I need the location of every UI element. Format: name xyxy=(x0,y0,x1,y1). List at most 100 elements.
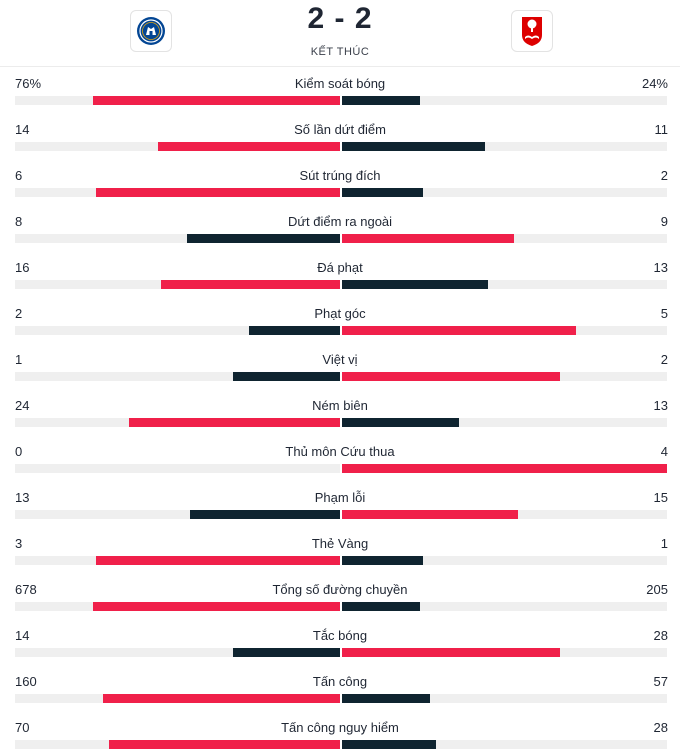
stat-row: 6 Sút trúng đích 2 xyxy=(0,158,680,204)
stat-home-bar-track xyxy=(15,556,340,565)
stat-home-bar-fill xyxy=(190,510,340,519)
stat-home-bar-fill xyxy=(96,188,340,197)
stat-label: Đá phạt xyxy=(317,260,363,275)
home-team-logo[interactable] xyxy=(130,10,172,52)
stat-away-bar-fill xyxy=(342,510,518,519)
match-statistics: 76% Kiểm soát bóng 24% 14 Số lần dứt điểm 11 6… xyxy=(0,66,680,756)
stat-away-bar-track xyxy=(342,372,667,381)
stat-home-bar-track xyxy=(15,602,340,611)
stat-row: 14 Tắc bóng 28 xyxy=(0,618,680,664)
stat-away-bar-fill xyxy=(342,234,514,243)
stat-away-bar-track xyxy=(342,326,667,335)
stat-home-bar-track xyxy=(15,372,340,381)
stat-label: Sút trúng đích xyxy=(299,168,381,183)
stat-home-bar-track xyxy=(15,188,340,197)
stat-away-bar-fill xyxy=(342,602,420,611)
stat-home-value: 2 xyxy=(15,306,23,321)
stat-away-bar-track xyxy=(342,556,667,565)
stat-away-value: 13 xyxy=(653,398,668,413)
stat-home-bar-track xyxy=(15,648,340,657)
match-score: 2 - 2 xyxy=(307,2,373,35)
stat-away-bar-track xyxy=(342,740,667,749)
stat-away-bar-fill xyxy=(342,326,576,335)
stat-away-bar-track xyxy=(342,142,667,151)
stat-home-bar-track xyxy=(15,694,340,703)
stat-away-value: 2 xyxy=(660,168,668,183)
stat-row: 8 Dứt điểm ra ngoài 9 xyxy=(0,204,680,250)
stat-home-bar-track xyxy=(15,510,340,519)
stat-row: 2 Phạt góc 5 xyxy=(0,296,680,342)
stat-away-bar-track xyxy=(342,510,667,519)
stat-label: Tổng số đường chuyền xyxy=(272,582,408,597)
chelsea-crest-icon xyxy=(137,17,165,45)
stat-away-value: 9 xyxy=(660,214,668,229)
stat-home-bar-fill xyxy=(109,740,340,749)
stat-home-value: 70 xyxy=(15,720,30,735)
stat-away-value: 28 xyxy=(653,628,668,643)
stat-away-value: 5 xyxy=(660,306,668,321)
stat-home-value: 3 xyxy=(15,536,23,551)
stat-away-bar-fill xyxy=(342,418,459,427)
stat-away-bar-track xyxy=(342,694,667,703)
stat-away-value: 24% xyxy=(641,76,668,91)
stat-row: 13 Phạm lỗi 15 xyxy=(0,480,680,526)
stat-away-value: 15 xyxy=(653,490,668,505)
stat-home-bar-fill xyxy=(233,372,340,381)
stat-home-bar-track xyxy=(15,418,340,427)
stat-home-bar-fill xyxy=(93,602,340,611)
stat-home-value: 14 xyxy=(15,122,30,137)
stat-label: Kiểm soát bóng xyxy=(294,76,386,91)
stat-row: 1 Việt vị 2 xyxy=(0,342,680,388)
stat-away-bar-fill xyxy=(342,740,436,749)
stat-home-bar-track xyxy=(15,280,340,289)
stat-home-value: 1 xyxy=(15,352,23,367)
stat-label: Tấn công xyxy=(312,674,368,689)
stat-home-bar-track xyxy=(15,96,340,105)
stat-home-value: 8 xyxy=(15,214,23,229)
stat-home-bar-fill xyxy=(93,96,340,105)
stat-away-bar-track xyxy=(342,602,667,611)
stat-row: 14 Số lần dứt điểm 11 xyxy=(0,112,680,158)
stat-home-bar-track xyxy=(15,142,340,151)
stat-away-bar-fill xyxy=(342,694,430,703)
stat-home-bar-fill xyxy=(161,280,340,289)
stat-home-value: 13 xyxy=(15,490,30,505)
stat-home-bar-fill xyxy=(103,694,340,703)
stat-label: Việt vị xyxy=(322,352,358,367)
stat-away-value: 1 xyxy=(660,536,668,551)
away-team-logo[interactable] xyxy=(511,10,553,52)
stat-row: 678 Tổng số đường chuyền 205 xyxy=(0,572,680,618)
stat-label: Dứt điểm ra ngoài xyxy=(287,214,393,229)
stat-home-bar-fill xyxy=(233,648,340,657)
stat-away-bar-fill xyxy=(342,96,420,105)
stat-row: 76% Kiểm soát bóng 24% xyxy=(0,66,680,112)
stat-label: Tấn công nguy hiểm xyxy=(281,720,399,735)
stat-row: 70 Tấn công nguy hiểm 28 xyxy=(0,710,680,756)
stat-home-value: 0 xyxy=(15,444,23,459)
stat-home-value: 678 xyxy=(15,582,37,597)
stat-away-bar-fill xyxy=(342,648,560,657)
stat-home-bar-track xyxy=(15,464,340,473)
stat-home-value: 160 xyxy=(15,674,37,689)
stat-away-value: 2 xyxy=(660,352,668,367)
stat-away-bar-fill xyxy=(342,464,667,473)
stat-home-bar-track xyxy=(15,740,340,749)
stat-away-bar-fill xyxy=(342,188,423,197)
stat-home-value: 76% xyxy=(15,76,42,91)
stat-away-bar-track xyxy=(342,464,667,473)
stat-away-bar-fill xyxy=(342,372,560,381)
stat-home-value: 16 xyxy=(15,260,30,275)
stat-row: 160 Tấn công 57 xyxy=(0,664,680,710)
stat-away-value: 28 xyxy=(653,720,668,735)
stat-row: 3 Thẻ Vàng 1 xyxy=(0,526,680,572)
stat-row: 0 Thủ môn Cứu thua 4 xyxy=(0,434,680,480)
stat-label: Phạm lỗi xyxy=(314,490,366,505)
stat-away-bar-track xyxy=(342,188,667,197)
stat-away-value: 13 xyxy=(653,260,668,275)
stat-label: Phạt góc xyxy=(314,306,366,321)
stat-home-bar-fill xyxy=(187,234,340,243)
stat-label: Thủ môn Cứu thua xyxy=(285,444,395,459)
stat-away-value: 4 xyxy=(660,444,668,459)
stat-home-bar-track xyxy=(15,234,340,243)
stat-home-bar-track xyxy=(15,326,340,335)
